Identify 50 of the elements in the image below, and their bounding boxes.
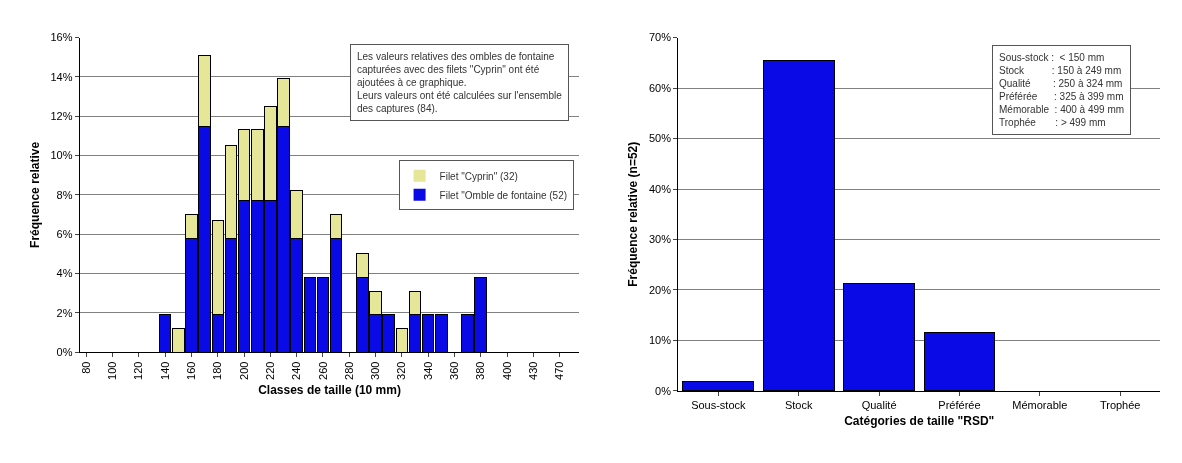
x-tick-label: 100: [106, 361, 119, 380]
y-tick-label: 16%: [50, 31, 73, 44]
x-tick-label: Mémorable: [1012, 399, 1068, 412]
y-tick-label: 50%: [648, 132, 672, 145]
y-tick-label: 14%: [50, 70, 73, 83]
y-tick-label: 0%: [655, 384, 672, 397]
x-axis-title: Catégories de taille "RSD": [844, 414, 995, 429]
y-tick-label: 12%: [50, 110, 73, 123]
x-tick-label: Trophée: [1099, 399, 1141, 412]
y-tick-label: 70%: [648, 31, 672, 44]
x-tick-label: Stock: [784, 399, 813, 412]
x-tick-label: Sous-stock: [691, 399, 747, 412]
x-tick-label: 300: [369, 361, 382, 380]
x-tick-label: 380: [474, 361, 487, 380]
annotation: Sous-stock : < 150 mm Stock : 150 à 249 mm Qualité : 250 à 324 mm Préférée : 325 à 399 mm Mémorable : 400 à 499 mm Trophée : > 499 mm: [999, 52, 1125, 128]
x-tick-label: 200: [237, 361, 250, 380]
x-tick-label: 400: [500, 361, 513, 380]
x-tick-label: 320: [395, 361, 408, 380]
y-axis-title: Fréquence relative (n=52): [626, 141, 641, 287]
x-tick-label: 140: [158, 361, 171, 380]
y-tick-label: 20%: [648, 283, 672, 296]
x-tick-label: 160: [185, 361, 198, 380]
y-tick-label: 10%: [50, 149, 73, 162]
x-tick-label: 470: [553, 361, 566, 380]
y-tick-label: 8%: [56, 188, 73, 201]
y-tick-label: 0%: [56, 346, 73, 359]
legend-label: Filet "Cyprin" (32): [439, 170, 518, 182]
y-tick-label: 2%: [56, 306, 73, 319]
x-tick-label: 180: [211, 361, 224, 380]
x-tick-label: 80: [79, 361, 92, 374]
x-tick-label: 340: [421, 361, 434, 380]
x-tick-label: 360: [448, 361, 461, 380]
legend-label: Filet "Omble de fontaine (52): [439, 189, 568, 201]
x-tick-label: 220: [263, 361, 276, 380]
x-tick-label: 430: [526, 361, 539, 380]
y-tick-label: 10%: [648, 334, 672, 347]
annotation: Les valeurs relatives des ombles de fontaine capturées avec des filets "Cyprin" ont été ajoutées à ce graphique. Leurs valeurs ont été calculées sur l'ensemble des captures (84).: [357, 51, 563, 114]
x-tick-label: 120: [132, 361, 145, 380]
x-tick-label: 240: [290, 361, 303, 380]
x-tick-label: 280: [342, 361, 355, 380]
y-tick-label: 4%: [56, 267, 73, 280]
y-tick-label: 60%: [648, 81, 672, 94]
x-tick-label: Préférée: [938, 399, 981, 412]
x-tick-label: Qualité: [861, 399, 897, 412]
y-tick-label: 40%: [648, 182, 672, 195]
y-tick-label: 6%: [56, 228, 73, 241]
y-axis-title: Fréquence relative: [27, 141, 42, 248]
x-tick-label: 260: [316, 361, 329, 380]
y-tick-label: 30%: [648, 233, 672, 246]
x-axis-title: Classes de taille (10 mm): [258, 382, 401, 397]
